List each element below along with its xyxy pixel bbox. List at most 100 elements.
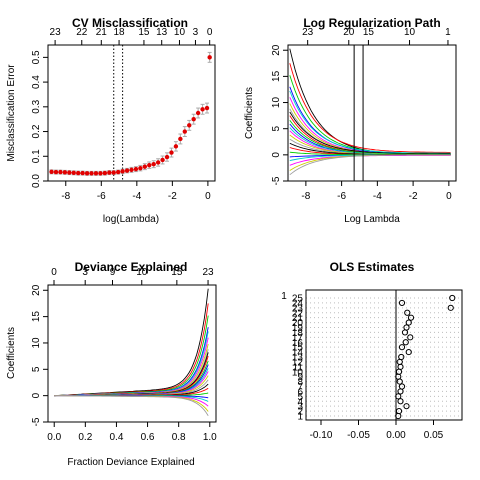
cv-point	[138, 165, 143, 171]
coefficient-path	[289, 63, 451, 153]
top-tick-label: 10	[136, 267, 148, 278]
top-tick-label: 23	[302, 27, 314, 38]
x-axis-label: log(Lambda)	[103, 214, 159, 225]
x-tick-label: 0.4	[109, 432, 123, 443]
plot-frame	[47, 44, 216, 182]
cv-point	[147, 162, 152, 168]
cv-point	[164, 154, 170, 160]
x-tick-label: 1.0	[203, 432, 217, 443]
row-label: 2	[297, 407, 303, 418]
x-tick-label: 0.2	[78, 432, 92, 443]
top-tick-label: 23	[50, 27, 62, 38]
row-label: 21	[292, 313, 304, 324]
cv-point	[169, 150, 174, 155]
top-tick-label: 15	[363, 27, 375, 38]
row-label: 20	[292, 318, 304, 329]
row-label: 24	[292, 298, 304, 309]
row-label: 13	[292, 353, 304, 364]
ols-point	[398, 344, 406, 351]
y-tick-label: 20	[271, 44, 282, 56]
x-axis: -8 -6 -4 -2 0	[61, 181, 211, 202]
top-axis: 23 22 21 18 15 13 10 3 0	[50, 27, 213, 45]
row-label: 23	[292, 303, 304, 314]
top-tick-label: 15	[138, 27, 150, 38]
coefficient-paths	[289, 48, 451, 176]
x-tick-label: -4	[132, 191, 141, 202]
ols-point	[407, 334, 414, 341]
top-tick-label: 1	[445, 27, 451, 38]
chart-title: Deviance Explained	[75, 260, 188, 274]
coefficient-path	[54, 395, 209, 412]
row-label: 19	[292, 323, 304, 334]
ols-point	[449, 294, 456, 302]
cv-point	[62, 170, 68, 175]
ols-point	[396, 358, 403, 366]
cv-point	[120, 169, 125, 174]
top-tick-label: 18	[114, 27, 126, 38]
coefficient-path	[54, 395, 209, 407]
y-tick-label: 0.1	[31, 149, 42, 163]
coefficient-path	[289, 154, 451, 176]
ols-points	[395, 294, 456, 420]
y-tick-label: 15	[31, 311, 42, 323]
row-label: 22	[292, 308, 304, 319]
cv-point	[98, 171, 103, 176]
x-tick-label: 0.6	[141, 432, 155, 443]
row-label: 7	[297, 382, 303, 393]
cv-point	[200, 107, 205, 112]
cv-point	[89, 171, 94, 176]
x-tick-label: -0.10	[310, 430, 333, 441]
cv-point	[80, 170, 85, 176]
x-axis: 0.0 0.2 0.4 0.6 0.8 1.0	[47, 422, 217, 443]
ols-point	[397, 388, 404, 395]
cv-point	[207, 55, 212, 60]
top-tick-label: 23	[202, 267, 214, 278]
cv-point	[49, 169, 54, 175]
cv-point	[115, 169, 121, 175]
coefficient-path	[54, 315, 209, 397]
panel-ols-estimates: OLS Estimates -0.10 -0.05 0.00 0.05 2524232…	[281, 260, 463, 441]
row-label: 25	[292, 294, 304, 305]
y-tick-label: 0.4	[31, 75, 42, 89]
row-label: 17	[292, 333, 304, 344]
row-label: 8	[297, 377, 303, 388]
x-tick-label: 0.05	[424, 430, 444, 441]
x-tick-label: 0.00	[386, 430, 406, 441]
y-tick-label: 20	[31, 284, 42, 296]
y-tick-label: 5	[31, 366, 42, 372]
top-tick-label: 15	[171, 267, 183, 278]
cv-point	[133, 166, 139, 172]
y-tick-label: 5	[271, 125, 282, 131]
ols-point	[401, 329, 409, 336]
cv-point	[67, 170, 72, 175]
top-axis: 23 20 15 10 1	[302, 27, 451, 45]
x-tick-label: -6	[97, 191, 106, 202]
cv-point	[76, 170, 81, 176]
coefficient-path	[289, 111, 451, 155]
y-axis-label: Misclassification Error	[6, 64, 17, 162]
y-tick-label: 10	[271, 97, 282, 109]
x-tick-label: 0	[205, 191, 211, 202]
cv-point	[111, 170, 116, 175]
top-tick-label: 10	[174, 27, 186, 38]
x-tick-label: -0.05	[347, 430, 370, 441]
ols-point	[397, 398, 404, 405]
cv-point	[142, 164, 148, 169]
top-tick-label: 3	[82, 267, 88, 278]
top-tick-label: 10	[404, 27, 416, 38]
row-label: 16	[292, 338, 304, 349]
ols-point	[404, 309, 411, 316]
row-label: 5	[297, 392, 303, 403]
top-tick-label: 0	[207, 27, 213, 38]
x-tick-label: -6	[337, 191, 346, 202]
y-axis: -5 0 5 10 15 20	[271, 44, 288, 185]
y-tick-label: 10	[31, 337, 42, 349]
coefficient-paths	[54, 288, 209, 416]
cv-point	[187, 123, 192, 128]
coefficient-path	[54, 303, 209, 397]
x-tick-label: -4	[373, 191, 382, 202]
ols-point	[403, 403, 410, 410]
row-label: 18	[292, 328, 304, 339]
top-tick-label: 0	[51, 267, 57, 278]
